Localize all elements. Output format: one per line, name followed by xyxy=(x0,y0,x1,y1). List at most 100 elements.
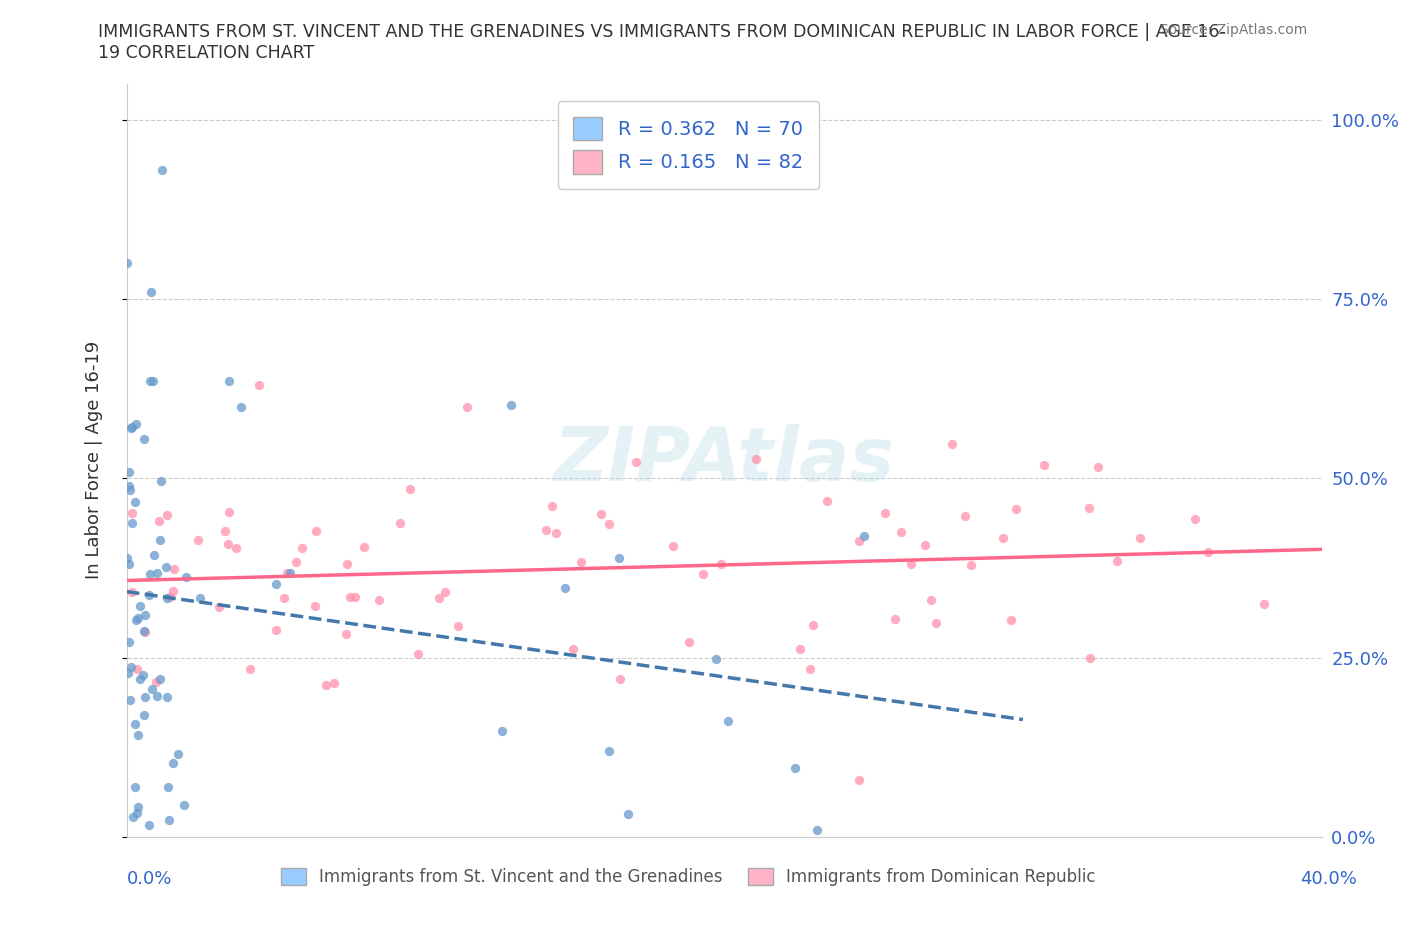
Text: 40.0%: 40.0% xyxy=(1301,870,1357,888)
Point xyxy=(1184,512,1206,526)
Point xyxy=(993,531,1015,546)
Point xyxy=(120,483,142,498)
Point xyxy=(157,812,180,827)
Point xyxy=(149,672,172,687)
Point xyxy=(1087,459,1109,474)
Point xyxy=(229,400,252,415)
Point xyxy=(456,399,478,414)
Point xyxy=(815,494,838,509)
Point xyxy=(155,689,177,704)
Point xyxy=(127,727,149,742)
Point xyxy=(173,798,195,813)
Point xyxy=(121,505,143,520)
Point xyxy=(848,772,870,787)
Point xyxy=(138,374,160,389)
Point xyxy=(239,662,262,677)
Point xyxy=(323,675,346,690)
Point xyxy=(247,378,270,392)
Point xyxy=(280,565,302,580)
Point xyxy=(336,556,359,571)
Point xyxy=(914,538,936,552)
Point xyxy=(920,592,942,607)
Point xyxy=(125,417,148,432)
Point xyxy=(710,556,733,571)
Point xyxy=(491,724,513,738)
Point xyxy=(264,622,287,637)
Point xyxy=(127,800,149,815)
Point xyxy=(143,547,166,562)
Point xyxy=(291,540,314,555)
Point xyxy=(499,398,522,413)
Point xyxy=(304,599,326,614)
Point xyxy=(115,551,138,565)
Point xyxy=(118,465,141,480)
Point xyxy=(368,593,391,608)
Point xyxy=(132,624,155,639)
Point xyxy=(717,713,740,728)
Point xyxy=(616,807,638,822)
Point xyxy=(124,717,146,732)
Text: IMMIGRANTS FROM ST. VINCENT AND THE GRENADINES VS IMMIGRANTS FROM DOMINICAN REPU: IMMIGRANTS FROM ST. VINCENT AND THE GREN… xyxy=(98,23,1226,62)
Point xyxy=(121,809,143,824)
Point xyxy=(134,608,156,623)
Point xyxy=(335,627,357,642)
Point xyxy=(117,666,139,681)
Point xyxy=(873,505,896,520)
Point xyxy=(890,525,912,539)
Point xyxy=(225,540,247,555)
Point xyxy=(121,515,143,530)
Point xyxy=(188,591,211,605)
Legend: Immigrants from St. Vincent and the Grenadines, Immigrants from Dominican Republ: Immigrants from St. Vincent and the Gren… xyxy=(274,861,1102,893)
Point xyxy=(598,744,620,759)
Point xyxy=(120,659,142,674)
Point xyxy=(148,513,170,528)
Point xyxy=(174,569,197,584)
Point xyxy=(1253,597,1275,612)
Point xyxy=(745,452,768,467)
Point xyxy=(163,562,186,577)
Point xyxy=(589,506,612,521)
Point xyxy=(273,590,295,604)
Point xyxy=(124,779,146,794)
Text: Source: ZipAtlas.com: Source: ZipAtlas.com xyxy=(1160,23,1308,37)
Point xyxy=(801,618,824,632)
Point xyxy=(218,374,240,389)
Y-axis label: In Labor Force | Age 16-19: In Labor Force | Age 16-19 xyxy=(84,341,103,579)
Point xyxy=(799,661,821,676)
Point xyxy=(884,612,907,627)
Point xyxy=(167,746,190,761)
Point xyxy=(125,806,148,821)
Point xyxy=(156,779,179,794)
Point xyxy=(162,583,184,598)
Point xyxy=(121,419,143,434)
Point xyxy=(156,508,179,523)
Point xyxy=(1197,544,1219,559)
Point xyxy=(129,599,152,614)
Point xyxy=(115,256,138,271)
Point xyxy=(1078,651,1101,666)
Point xyxy=(598,516,620,531)
Point xyxy=(208,600,231,615)
Point xyxy=(156,591,179,605)
Point xyxy=(447,618,470,633)
Point xyxy=(569,554,592,569)
Text: 0.0%: 0.0% xyxy=(127,870,172,888)
Point xyxy=(146,688,169,703)
Point xyxy=(925,616,948,631)
Point xyxy=(1005,501,1028,516)
Point xyxy=(118,635,141,650)
Point xyxy=(145,565,167,580)
Point xyxy=(806,823,828,838)
Point xyxy=(848,534,870,549)
Point xyxy=(607,551,630,565)
Point xyxy=(285,554,308,569)
Point xyxy=(129,671,152,686)
Point xyxy=(155,560,177,575)
Point xyxy=(692,566,714,581)
Point xyxy=(562,642,585,657)
Point xyxy=(214,524,236,538)
Point xyxy=(959,557,981,572)
Point xyxy=(120,693,142,708)
Point xyxy=(124,495,146,510)
Point xyxy=(353,539,375,554)
